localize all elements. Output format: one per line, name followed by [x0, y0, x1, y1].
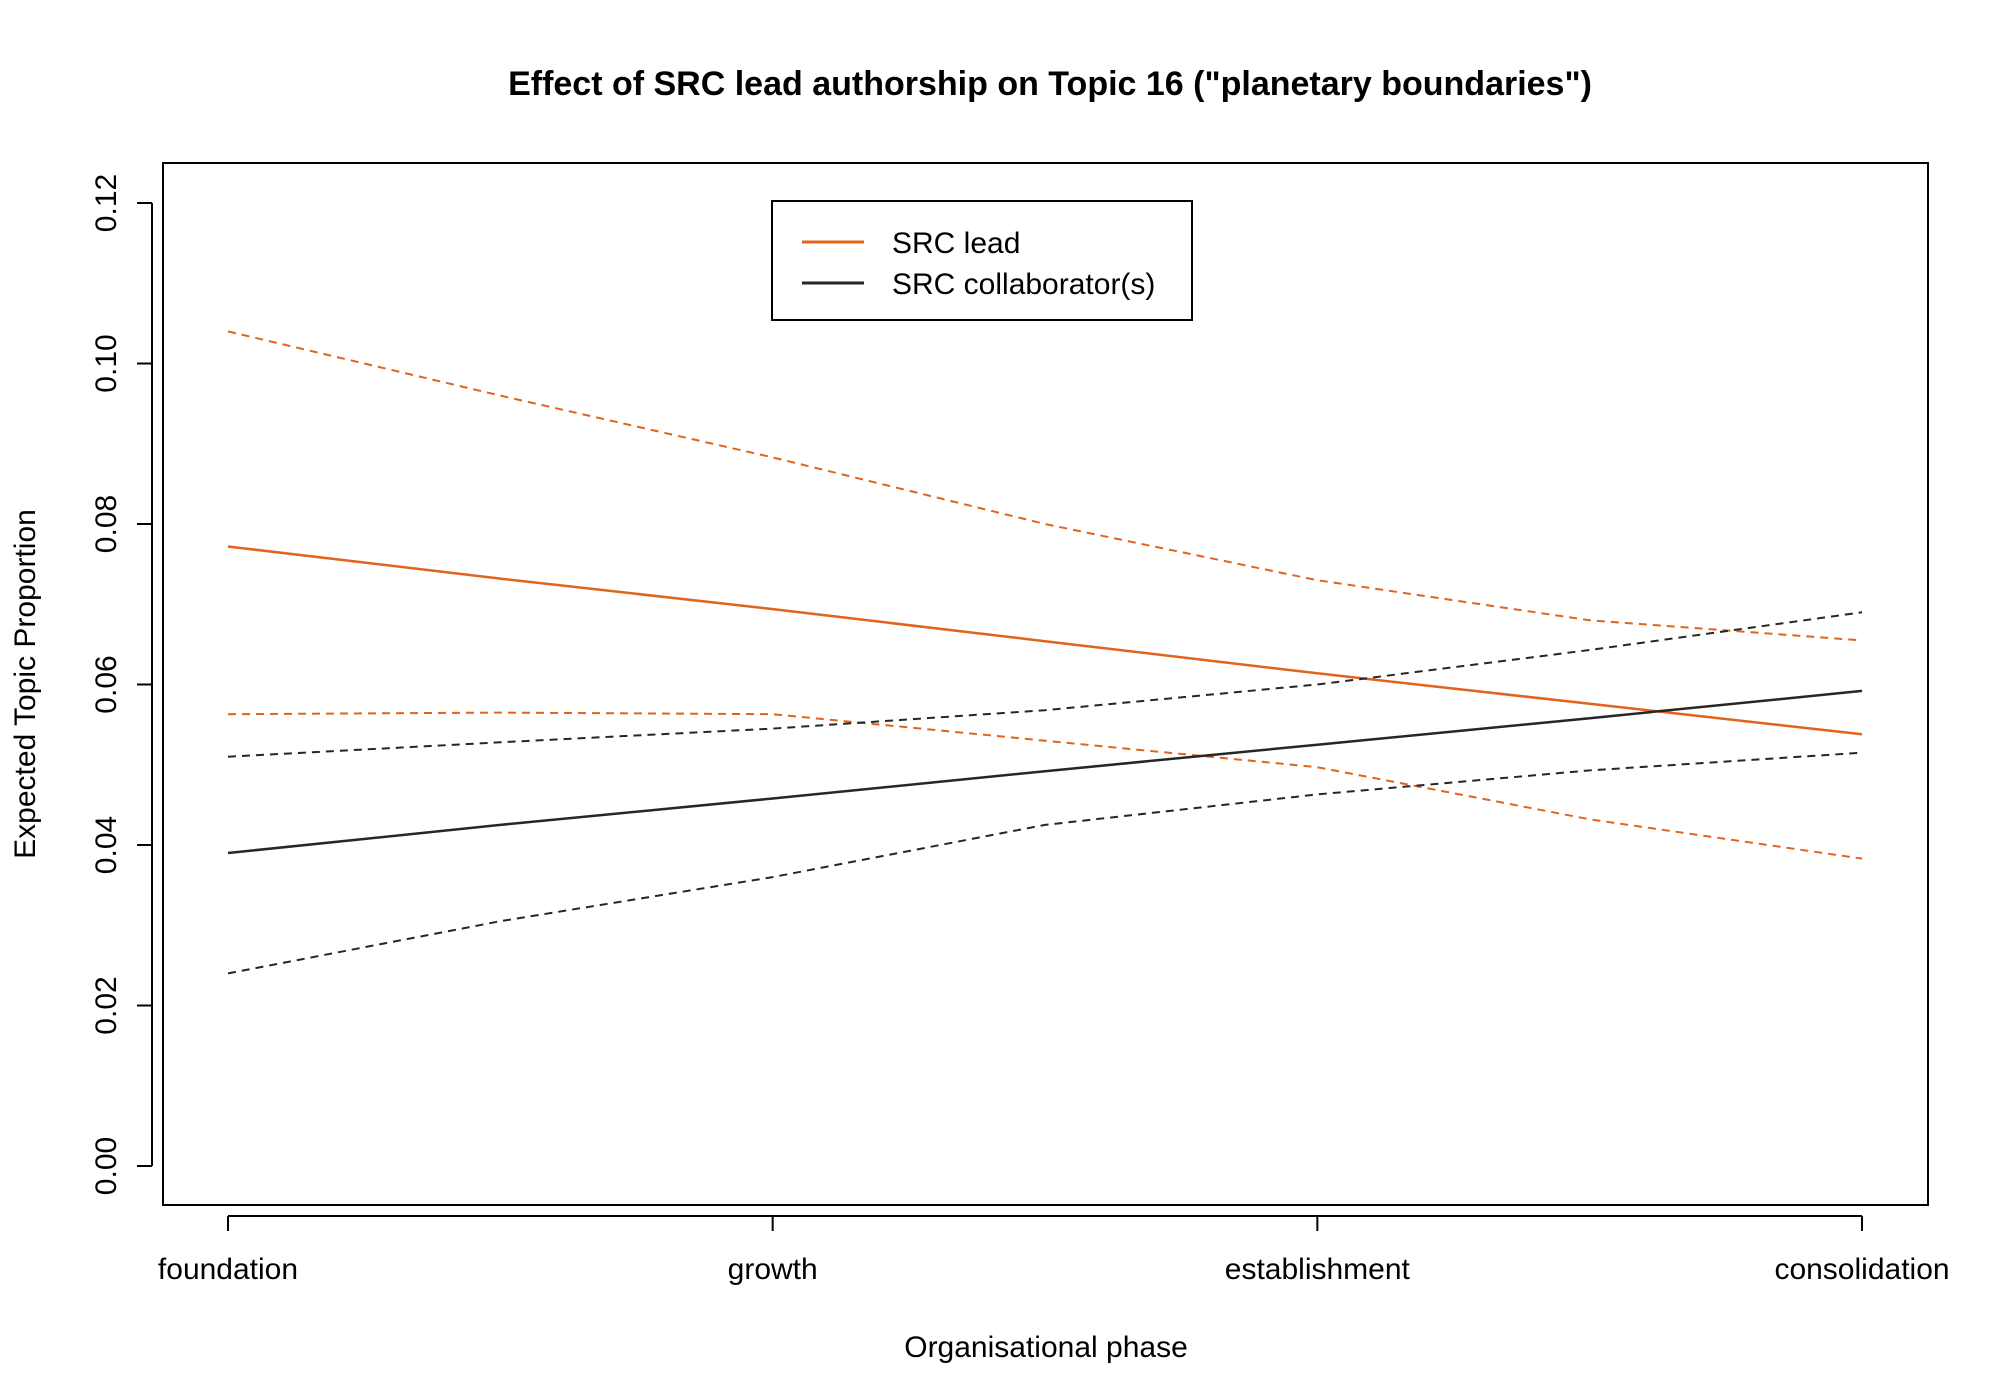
series-src-lead-ci-upper — [227, 330, 1863, 642]
y-tick-label: 0.08 — [90, 495, 123, 553]
plot-frame — [162, 162, 1929, 1206]
legend-box — [771, 200, 1193, 321]
y-tick-label: 0.06 — [90, 655, 123, 713]
legend-label-src-collaborators: SRC collaborator(s) — [892, 268, 1155, 301]
y-axis: 0.00 0.02 0.04 0.06 0.08 0.10 0.12 — [90, 174, 153, 1195]
y-tick-label: 0.12 — [90, 174, 123, 232]
x-tick-label-growth: growth — [728, 1253, 818, 1286]
y-axis-label: Expected Topic Proportion — [9, 509, 42, 859]
legend-label-src-lead: SRC lead — [892, 227, 1020, 260]
legend: SRC lead SRC collaborator(s) — [771, 200, 1193, 321]
x-tick-label-consolidation: consolidation — [1774, 1253, 1949, 1286]
x-tick-label-foundation: foundation — [158, 1253, 298, 1286]
y-tick-label: 0.00 — [90, 1137, 123, 1195]
series-layer — [227, 330, 1863, 975]
series-src-collaborators-ci-upper — [227, 611, 1863, 758]
y-tick-label: 0.10 — [90, 334, 123, 392]
y-tick-label: 0.02 — [90, 976, 123, 1034]
x-axis: foundation growth establishment consolidati… — [158, 1215, 1950, 1286]
x-tick-label-establishment: establishment — [1225, 1253, 1411, 1286]
chart-title: Effect of SRC lead authorship on Topic 1… — [508, 65, 1592, 103]
series-src-lead-line — [227, 545, 1863, 736]
y-tick-label: 0.04 — [90, 816, 123, 874]
series-src-lead-ci-lower — [227, 711, 1863, 860]
series-src-collaborators-line — [227, 689, 1863, 855]
series-src-collaborators-ci-lower — [227, 751, 1863, 975]
x-axis-label: Organisational phase — [904, 1331, 1188, 1364]
